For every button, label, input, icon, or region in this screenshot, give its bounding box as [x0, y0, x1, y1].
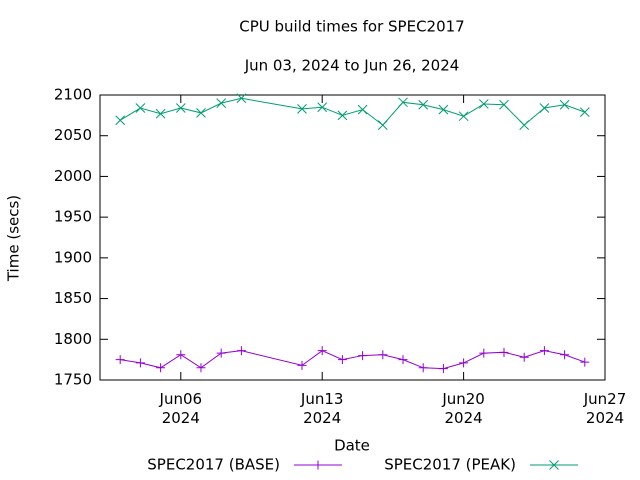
point-marker [378, 350, 388, 360]
chart-title: CPU build times for SPEC2017 [239, 18, 464, 36]
point-marker [135, 358, 145, 368]
point-marker [559, 99, 570, 110]
point-marker [377, 120, 388, 130]
series-line [119, 97, 585, 126]
point-marker [458, 111, 469, 122]
point-marker [155, 108, 166, 119]
point-marker [196, 108, 206, 118]
legend-marker [313, 460, 323, 470]
point-marker [438, 104, 449, 115]
point-marker [519, 352, 529, 362]
point-marker [236, 93, 247, 104]
y-tick-label: 1750 [54, 371, 92, 389]
y-axis-label: Time (secs) [5, 195, 23, 282]
point-marker [317, 346, 327, 356]
series-line [120, 350, 585, 370]
point-marker [580, 357, 590, 367]
point-marker [478, 99, 489, 109]
point-marker [398, 97, 408, 108]
point-marker [459, 358, 469, 368]
y-tick-label: 1950 [54, 208, 92, 226]
y-tick-label: 1850 [54, 289, 92, 307]
point-marker [519, 120, 530, 130]
point-marker [398, 355, 408, 365]
point-marker [156, 363, 166, 373]
point-marker [337, 355, 347, 365]
chart-subtitle: Jun 03, 2024 to Jun 26, 2024 [244, 57, 460, 75]
point-marker [539, 346, 549, 356]
point-marker [216, 98, 227, 108]
y-tick-label: 2050 [54, 126, 92, 144]
legend-marker [549, 460, 559, 470]
point-marker [499, 99, 509, 110]
point-marker [297, 360, 307, 370]
y-tick-label: 2000 [54, 167, 92, 185]
point-marker [438, 364, 448, 374]
point-marker [297, 103, 307, 114]
point-marker [418, 363, 428, 373]
x-tick-label: Jun13 2024 [300, 390, 344, 427]
y-tick-label: 1800 [54, 330, 92, 348]
x-tick-label: Jun20 2024 [442, 390, 485, 427]
point-marker [216, 348, 226, 358]
x-tick-label: Jun06 2024 [159, 390, 203, 427]
point-marker [358, 351, 368, 361]
point-marker [539, 103, 550, 113]
point-marker [236, 346, 246, 356]
point-marker [175, 103, 186, 113]
x-axis-label: Date [334, 437, 370, 455]
point-marker [579, 107, 590, 117]
point-marker [176, 350, 186, 360]
point-marker [337, 110, 348, 121]
legend-label: SPEC2017 (BASE) [147, 456, 280, 474]
point-marker [196, 363, 206, 373]
plot-frame [99, 94, 606, 381]
point-marker [418, 99, 429, 110]
point-marker [357, 104, 368, 115]
point-marker [499, 347, 509, 357]
point-marker [560, 350, 570, 360]
point-marker [479, 348, 489, 358]
point-marker [115, 115, 126, 126]
y-tick-label: 1900 [54, 248, 92, 266]
legend-label: SPEC2017 (PEAK) [384, 456, 516, 474]
point-marker [317, 102, 328, 113]
point-marker [115, 355, 125, 365]
y-tick-label: 2100 [54, 86, 92, 104]
point-marker [135, 103, 146, 113]
x-tick-label: Jun27 2024 [583, 390, 627, 427]
